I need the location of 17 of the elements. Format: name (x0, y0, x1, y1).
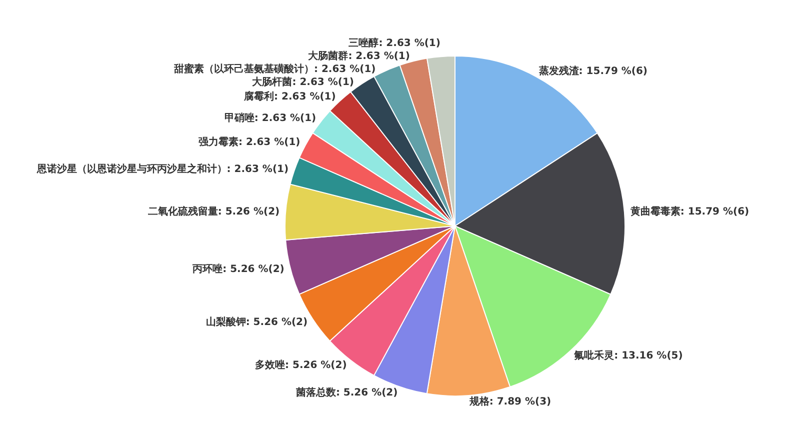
slice-label: 丙环唑: 5.26 %(2) (192, 263, 284, 276)
slice-label: 大肠杆菌: 2.63 %(1) (251, 76, 354, 88)
slice-label: 山梨酸钾: 5.26 %(2) (206, 316, 308, 328)
slice-label: 大肠菌群: 2.63 %(1) (307, 50, 410, 62)
slice-label: 规格: 7.89 %(3) (468, 395, 552, 408)
slice-label: 三唑醇: 2.63 %(1) (348, 36, 440, 49)
slice-label: 蒸发残渣: 15.79 %(6) (538, 65, 648, 78)
slice-label: 甜蜜素（以环己基氨基磺酸计）: 2.63 %(1) (172, 62, 376, 75)
slice-label: 多效唑: 5.26 %(2) (255, 358, 347, 371)
slice-label: 氟吡禾灵: 13.16 %(5) (573, 350, 683, 362)
slice-label: 二氧化硫残留量: 5.26 %(2) (148, 205, 280, 218)
slice-label: 甲硝唑: 2.63 %(1) (224, 112, 316, 124)
slice-label: 黄曲霉毒素: 15.79 %(6) (629, 206, 750, 218)
slice-label: 恩诺沙星（以恩诺沙星与环丙沙星之和计）: 2.63 %(1) (36, 162, 289, 175)
slice-label: 菌落总数: 5.26 %(2) (294, 386, 398, 398)
slice-label: 腐霉利: 2.63 %(1) (243, 90, 336, 102)
slice-label: 强力霉素: 2.63 %(1) (198, 136, 300, 148)
